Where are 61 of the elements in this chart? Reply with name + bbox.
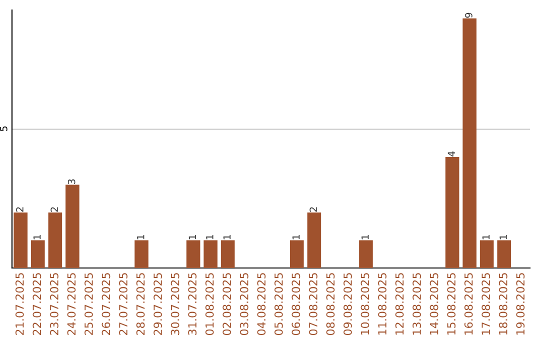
bar [14, 212, 28, 268]
bar [134, 240, 148, 268]
data-label: 2 [310, 207, 317, 212]
data-label: 1 [292, 234, 300, 240]
x-tick-label: 23.07.2025 [50, 273, 58, 335]
x-tick-label: 16.08.2025 [464, 273, 473, 335]
data-label: 4 [448, 151, 455, 157]
bar [30, 240, 45, 268]
x-tick-label: 18.08.2025 [498, 273, 508, 335]
data-label: 1 [137, 234, 144, 240]
bar [359, 240, 373, 268]
data-label: 1 [500, 234, 507, 240]
data-label: 1 [362, 234, 369, 240]
x-tick-label: 06.08.2025 [292, 273, 300, 336]
x-tick-label: 07.08.2025 [308, 273, 318, 336]
bar [204, 240, 218, 268]
data-label: 1 [223, 234, 231, 240]
data-label: 1 [33, 234, 41, 240]
data-label: 1 [188, 234, 196, 240]
data-label: 1 [206, 234, 214, 240]
x-tick-label: 28.07.2025 [136, 273, 145, 335]
bar [480, 240, 494, 268]
x-tick-label: 05.08.2025 [274, 273, 283, 336]
x-tick-label: 25.07.2025 [84, 273, 93, 335]
bar [220, 240, 235, 268]
x-tick-label: 11.08.2025 [378, 273, 386, 335]
x-tick-label: 24.07.2025 [67, 273, 76, 335]
y-tick-label: 5 [0, 126, 8, 132]
bar [186, 240, 200, 268]
x-tick-label: 19.08.2025 [516, 273, 525, 335]
data-label: 3 [68, 179, 76, 184]
x-tick-label: 26.07.2025 [102, 273, 110, 335]
x-tick-label: 01.08.2025 [205, 273, 214, 336]
x-tick-label: 10.08.2025 [360, 273, 370, 335]
bar [48, 212, 62, 268]
bar [445, 157, 460, 268]
bar [290, 240, 304, 268]
bar [307, 212, 322, 268]
data-label: 1 [482, 234, 490, 240]
x-tick-label: 02.08.2025 [222, 273, 232, 336]
x-tick-label: 12.08.2025 [395, 273, 404, 335]
data-label: 2 [16, 207, 24, 212]
x-tick-label: 09.08.2025 [344, 273, 352, 336]
bar [497, 240, 512, 268]
x-tick-label: 03.08.2025 [240, 273, 248, 336]
x-tick-label: 31.07.2025 [188, 273, 197, 335]
x-tick-label: 15.08.2025 [447, 273, 456, 335]
bar [66, 184, 80, 268]
data-label: 9 [465, 12, 472, 18]
x-tick-label: 22.07.2025 [32, 273, 42, 335]
data-label: 2 [50, 207, 58, 212]
bar [462, 18, 476, 268]
x-tick-label: 30.07.2025 [170, 273, 180, 335]
x-tick-label: 13.08.2025 [412, 273, 421, 335]
x-tick-label: 14.08.2025 [430, 273, 438, 335]
x-tick-label: 27.07.2025 [119, 273, 128, 335]
x-tick-label: 29.07.2025 [154, 273, 162, 335]
x-tick-label: 17.08.2025 [482, 273, 490, 335]
x-tick-label: 21.07.2025 [15, 273, 24, 335]
x-tick-label: 04.08.2025 [257, 273, 266, 336]
x-tick-label: 08.08.2025 [326, 273, 335, 336]
